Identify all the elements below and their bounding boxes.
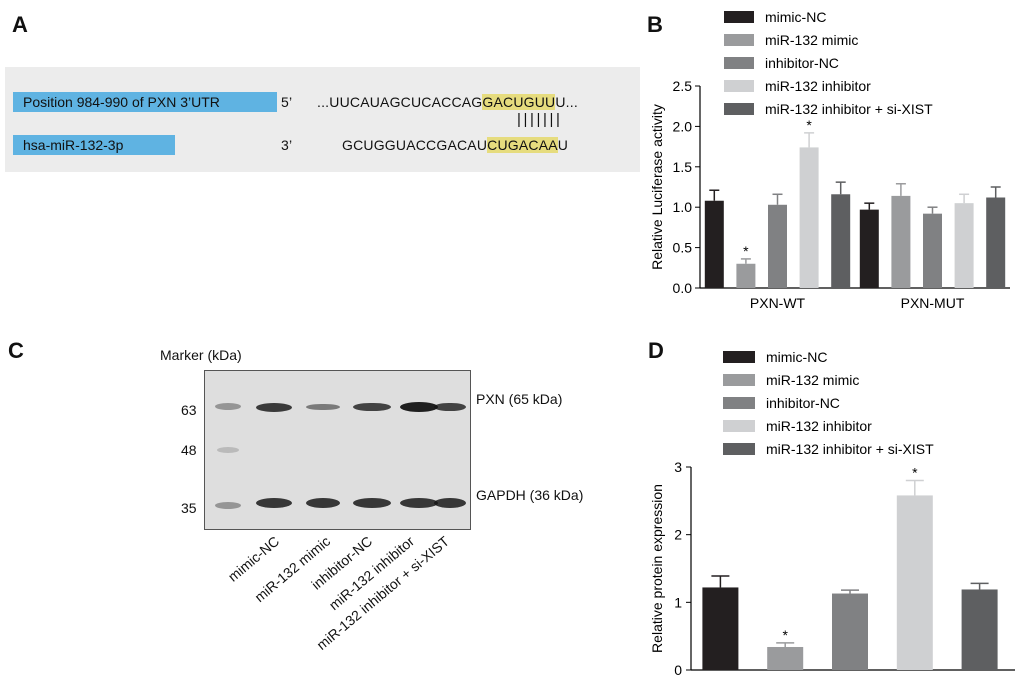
legend-b-swatch-4 bbox=[724, 103, 754, 115]
target-seq-post: U... bbox=[555, 94, 578, 110]
b-bar-0-3 bbox=[799, 147, 819, 288]
pxn-band-4 bbox=[434, 402, 466, 412]
d-ytick-label-3: 3 bbox=[674, 459, 682, 475]
marker-title: Marker (kDa) bbox=[160, 347, 242, 363]
legend-d-label-2: inhibitor-NC bbox=[766, 395, 840, 411]
d-ytick-label-2: 2 bbox=[674, 527, 682, 543]
d-sig-1: * bbox=[782, 627, 788, 643]
marker-tick-35: 35 bbox=[181, 500, 197, 516]
legend-b-swatch-3 bbox=[724, 80, 754, 92]
b-bar-1-2 bbox=[923, 213, 942, 288]
d-sig-3: * bbox=[912, 465, 918, 481]
marker-tick-48: 48 bbox=[181, 442, 197, 458]
d-bar-3 bbox=[896, 495, 933, 670]
b-category-1: PXN-MUT bbox=[901, 295, 965, 311]
chart-b-luciferase: mimic-NC miR-132 mimic inhibitor-NC miR-132… bbox=[649, 9, 1010, 311]
panel-letter-b: B bbox=[647, 12, 663, 37]
pxn-band-3 bbox=[400, 402, 438, 412]
b-sig-0-3: * bbox=[806, 117, 812, 133]
b-bar-1-3 bbox=[954, 203, 974, 288]
western-blot-image bbox=[204, 370, 471, 530]
mirna-label: hsa-miR-132-3p bbox=[13, 135, 175, 155]
b-ytick-label-0: 0.0 bbox=[673, 280, 693, 296]
b-sig-0-1: * bbox=[743, 243, 749, 259]
mirna-end: 3’ bbox=[281, 137, 293, 153]
legend-d-swatch-3 bbox=[723, 420, 755, 432]
legend-d-swatch-2 bbox=[723, 397, 755, 409]
legend-b-label-1: miR-132 mimic bbox=[765, 32, 858, 48]
legend-b-swatch-2 bbox=[724, 57, 754, 69]
b-ylabel: Relative Luciferase activity bbox=[649, 104, 665, 270]
target-seed-highlight: GACUGUU bbox=[482, 94, 556, 110]
gapdh-band-3 bbox=[400, 498, 438, 508]
marker-band-35 bbox=[215, 502, 241, 509]
band-label-gapdh: GAPDH (36 kDa) bbox=[476, 487, 584, 503]
b-bar-0-1 bbox=[736, 263, 756, 288]
legend-d-swatch-1 bbox=[723, 374, 755, 386]
b-bar-1-4 bbox=[986, 197, 1006, 288]
legend-b-label-0: mimic-NC bbox=[765, 9, 826, 25]
gapdh-band-1 bbox=[306, 498, 340, 508]
marker-tick-63: 63 bbox=[181, 402, 197, 418]
d-bar-0 bbox=[702, 587, 739, 670]
legend-d-label-4: miR-132 inhibitor + si-XIST bbox=[766, 441, 934, 457]
legend-d-label-3: miR-132 inhibitor bbox=[766, 418, 872, 434]
target-seq-pre: ...UUCAUAGCUCACCAG bbox=[317, 94, 483, 110]
marker-band-63 bbox=[215, 403, 241, 410]
target-label: Position 984-990 of PXN 3’UTR bbox=[13, 92, 277, 112]
d-bar-1 bbox=[767, 646, 804, 670]
legend-d-swatch-4 bbox=[723, 443, 755, 455]
pxn-band-0 bbox=[256, 402, 292, 412]
b-category-0: PXN-WT bbox=[750, 295, 806, 311]
sequence-alignment-box: Position 984-990 of PXN 3’UTR 5’ ...UUCA… bbox=[5, 67, 640, 172]
gapdh-band-4 bbox=[434, 498, 466, 508]
legend-d-label-0: mimic-NC bbox=[766, 349, 827, 365]
panel-letter-d: D bbox=[648, 338, 664, 363]
pxn-band-2 bbox=[353, 402, 391, 412]
pxn-band-1 bbox=[306, 403, 340, 411]
d-ytick-label-1: 1 bbox=[674, 594, 682, 610]
legend-d-label-1: miR-132 mimic bbox=[766, 372, 859, 388]
mirna-seed-highlight: CUGACAA bbox=[487, 137, 558, 153]
lane-label-1: miR-132 mimic bbox=[251, 532, 334, 606]
b-ytick-label-1: 0.5 bbox=[673, 240, 693, 256]
b-ytick-label-4: 2.0 bbox=[673, 118, 693, 134]
b-bar-0-4 bbox=[831, 194, 851, 288]
legend-b-swatch-0 bbox=[724, 11, 754, 23]
d-bar-2 bbox=[832, 593, 868, 670]
panel-letter-c: C bbox=[8, 338, 24, 363]
b-bar-0-0 bbox=[704, 200, 724, 288]
base-pairing: ||||||| bbox=[517, 111, 563, 128]
b-bar-0-2 bbox=[768, 204, 787, 288]
d-ylabel: Relative protein expression bbox=[649, 484, 665, 653]
mirna-sequence: GCUGGUACCGACAUCUGACAAU bbox=[342, 137, 568, 153]
marker-band-48 bbox=[217, 447, 239, 453]
target-end: 5’ bbox=[281, 94, 293, 110]
chart-d-protein-expression: mimic-NC miR-132 mimic inhibitor-NC miR-132… bbox=[649, 349, 1015, 678]
d-ytick-label-0: 0 bbox=[674, 662, 682, 678]
legend-b-label-3: miR-132 inhibitor bbox=[765, 78, 871, 94]
mirna-seq-pre: GCUGGUACCGACAU bbox=[342, 137, 488, 153]
legend-b-label-2: inhibitor-NC bbox=[765, 55, 839, 71]
target-sequence: ...UUCAUAGCUCACCAGGACUGUUU... bbox=[317, 94, 578, 110]
b-bar-1-0 bbox=[859, 209, 879, 288]
b-ytick-label-5: 2.5 bbox=[673, 78, 693, 94]
b-bar-1-1 bbox=[891, 195, 911, 288]
b-ytick-label-2: 1.0 bbox=[673, 199, 693, 215]
gapdh-band-2 bbox=[353, 498, 391, 508]
mirna-seq-post: U bbox=[557, 137, 569, 153]
gapdh-band-0 bbox=[256, 498, 292, 508]
legend-d-swatch-0 bbox=[723, 351, 755, 363]
b-ytick-label-3: 1.5 bbox=[673, 159, 693, 175]
panel-letter-a: A bbox=[12, 12, 28, 37]
legend-b-swatch-1 bbox=[724, 34, 754, 46]
d-bar-4 bbox=[961, 589, 998, 670]
legend-b-label-4: miR-132 inhibitor + si-XIST bbox=[765, 101, 933, 117]
band-label-pxn: PXN (65 kDa) bbox=[476, 391, 563, 407]
